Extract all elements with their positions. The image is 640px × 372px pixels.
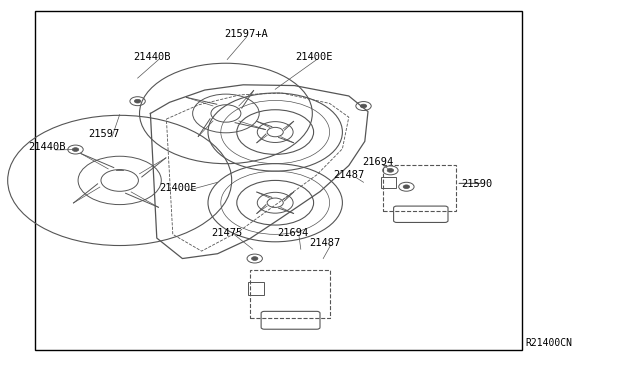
Text: 21400E: 21400E: [159, 183, 196, 193]
Text: 21694: 21694: [362, 157, 393, 167]
Text: 21475: 21475: [212, 228, 243, 238]
Text: 21694: 21694: [278, 228, 308, 238]
Circle shape: [72, 148, 79, 151]
Circle shape: [252, 257, 258, 260]
Text: 21440B: 21440B: [28, 142, 65, 152]
Text: 21597+A: 21597+A: [225, 29, 268, 39]
Text: 21487: 21487: [310, 238, 340, 247]
Circle shape: [134, 99, 141, 103]
Circle shape: [360, 104, 367, 108]
Text: R21400CN: R21400CN: [526, 338, 573, 348]
Text: 21597: 21597: [89, 129, 120, 139]
Text: 21400E: 21400E: [295, 52, 332, 61]
Text: 21440B: 21440B: [134, 52, 171, 61]
Text: 21590: 21590: [461, 179, 492, 189]
Circle shape: [403, 185, 410, 189]
Text: 21487: 21487: [333, 170, 364, 180]
Circle shape: [387, 169, 394, 172]
